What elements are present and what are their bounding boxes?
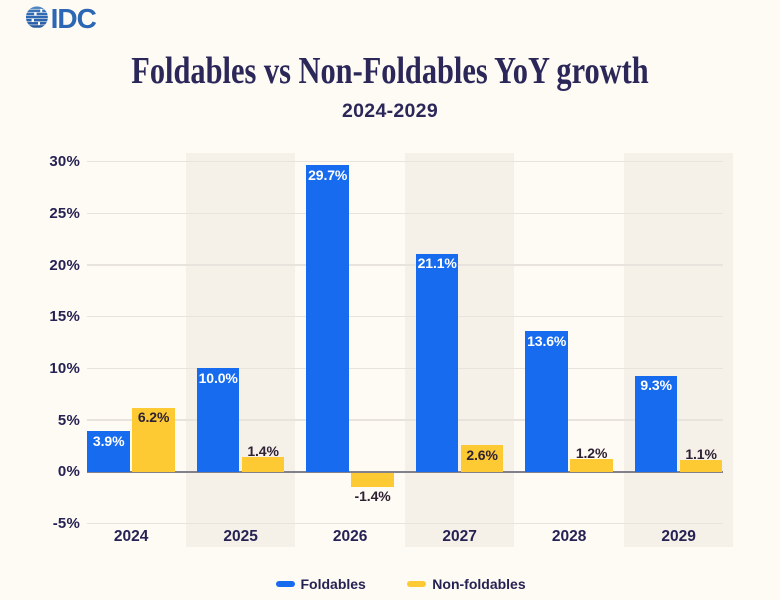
- svg-text:IDC: IDC: [51, 5, 97, 31]
